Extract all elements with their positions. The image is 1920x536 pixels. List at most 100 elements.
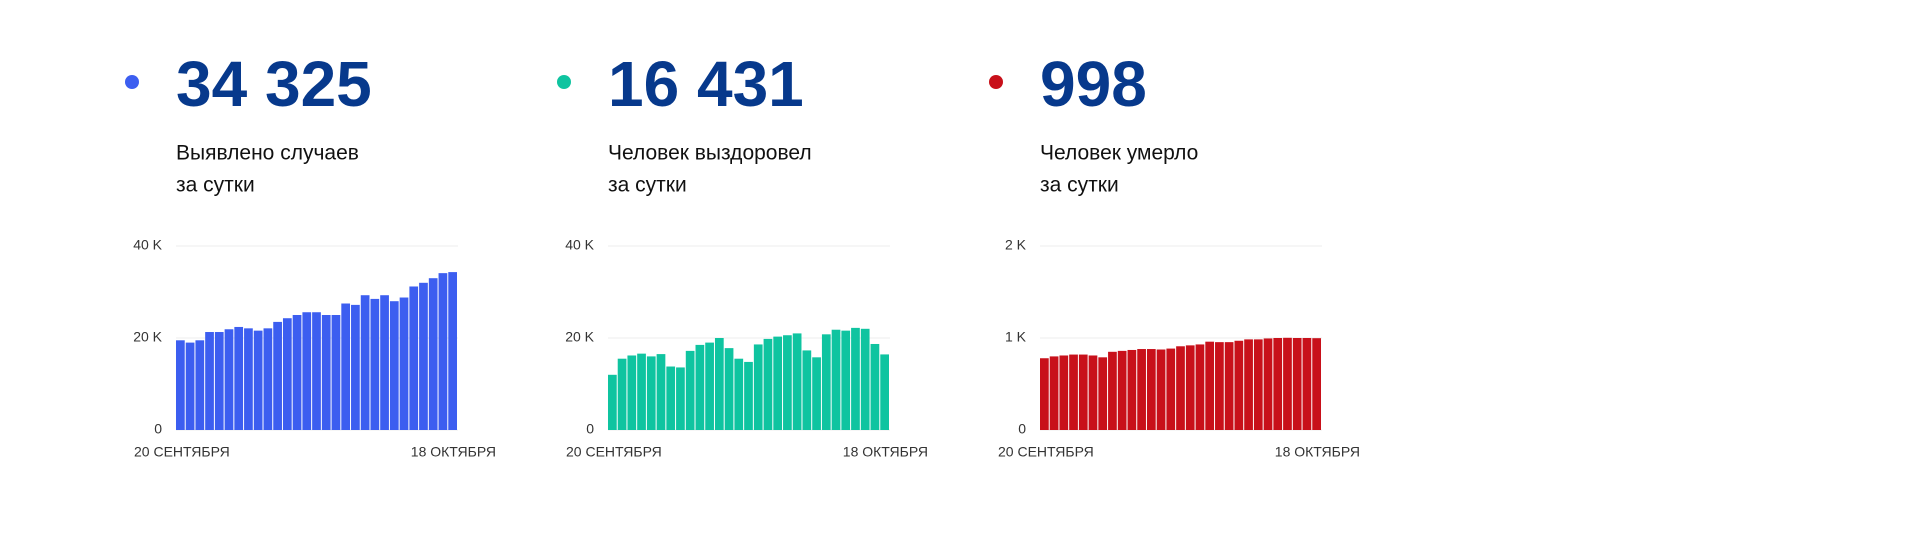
- x-tick-label: 18 ОКТЯБРЯ: [843, 444, 928, 460]
- bar: [1185, 345, 1195, 430]
- bar: [627, 355, 637, 430]
- bar: [331, 315, 341, 430]
- y-tick-label: 40 K: [565, 237, 594, 253]
- bar: [312, 312, 321, 430]
- bar: [1156, 349, 1166, 430]
- bar: [617, 358, 627, 430]
- bar: [841, 330, 851, 430]
- bar: [744, 361, 753, 430]
- bar: [1292, 338, 1302, 430]
- headline-value: 998: [1040, 48, 1147, 120]
- bar: [1263, 338, 1273, 430]
- bar: [851, 327, 860, 430]
- bar: [282, 318, 292, 430]
- bar: [763, 338, 773, 430]
- bar: [214, 332, 224, 430]
- bar: [724, 348, 734, 430]
- bar: [685, 350, 695, 430]
- bar: [656, 354, 666, 430]
- x-tick-label: 20 СЕНТЯБРЯ: [566, 444, 662, 460]
- bar: [409, 286, 419, 430]
- y-tick-label: 0: [586, 421, 594, 437]
- bar: [1205, 341, 1215, 430]
- bar: [812, 357, 821, 430]
- bar: [448, 272, 457, 430]
- bar: [1166, 348, 1176, 430]
- bar: [1312, 338, 1321, 430]
- bar: [676, 367, 685, 430]
- bar: [646, 356, 656, 430]
- headline-value: 34 325: [176, 48, 372, 120]
- x-tick-label: 18 ОКТЯБРЯ: [411, 444, 496, 460]
- bar: [1059, 355, 1069, 430]
- bar: [1049, 356, 1059, 430]
- bar: [263, 328, 273, 430]
- bar: [1117, 350, 1127, 430]
- bar: [714, 338, 724, 430]
- headline-value: 16 431: [608, 48, 804, 120]
- y-tick-label: 20 K: [565, 329, 594, 345]
- bar: [608, 374, 617, 430]
- bar: [292, 315, 302, 430]
- x-tick-label: 20 СЕНТЯБРЯ: [134, 444, 230, 460]
- bar: [860, 328, 870, 430]
- subtitle: за сутки: [176, 174, 255, 197]
- bar: [351, 304, 360, 430]
- bar: [302, 312, 312, 430]
- bar: [1098, 357, 1108, 430]
- bar: [1302, 338, 1312, 430]
- bar: [802, 350, 812, 430]
- bar: [195, 340, 205, 430]
- bar: [1253, 339, 1263, 430]
- bar: [1040, 358, 1049, 430]
- bar: [666, 366, 676, 430]
- y-tick-label: 2 K: [1005, 237, 1027, 253]
- bar: [185, 342, 195, 430]
- subtitle: за сутки: [608, 174, 687, 197]
- legend-dot: [989, 75, 1003, 89]
- bar: [205, 332, 214, 430]
- y-tick-label: 20 K: [133, 329, 162, 345]
- bar: [1244, 339, 1253, 430]
- bar: [695, 344, 705, 430]
- bar: [1127, 349, 1137, 430]
- y-tick-label: 0: [1018, 421, 1026, 437]
- bar: [321, 315, 331, 430]
- bar: [234, 326, 244, 430]
- bar: [1215, 342, 1224, 430]
- bar: [1176, 346, 1185, 430]
- legend-dot: [125, 75, 139, 89]
- bar: [1224, 342, 1234, 430]
- bar: [1078, 354, 1088, 430]
- bar: [1273, 338, 1283, 430]
- subtitle: за сутки: [1040, 174, 1119, 197]
- bar: [1069, 354, 1078, 430]
- bar: [831, 329, 841, 430]
- bar: [1108, 351, 1117, 430]
- bar: [1137, 349, 1146, 430]
- bar: [360, 295, 370, 430]
- bar: [870, 343, 880, 430]
- bar: [705, 342, 714, 430]
- bar: [1283, 337, 1292, 430]
- bar: [1146, 349, 1156, 430]
- bar: [1088, 355, 1098, 430]
- bar: [389, 301, 399, 430]
- legend-dot: [557, 75, 571, 89]
- bar: [1195, 344, 1205, 430]
- y-tick-label: 1 K: [1005, 329, 1027, 345]
- bar: [341, 303, 351, 430]
- bar: [253, 330, 263, 430]
- bar: [428, 278, 438, 430]
- bar: [637, 353, 646, 430]
- subtitle: Человек выздоровел: [608, 142, 812, 165]
- subtitle: Выявлено случаев: [176, 142, 359, 165]
- bar: [380, 295, 389, 430]
- bar: [783, 335, 792, 430]
- bar: [244, 328, 253, 430]
- bar: [399, 297, 409, 430]
- bar: [273, 321, 282, 430]
- y-tick-label: 40 K: [133, 237, 162, 253]
- bar: [792, 333, 802, 430]
